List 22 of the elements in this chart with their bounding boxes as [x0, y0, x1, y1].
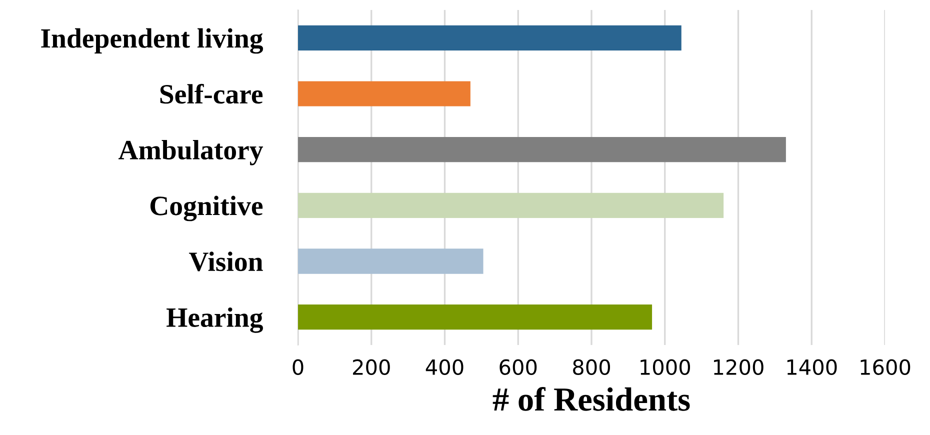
bar: [298, 25, 682, 50]
y-tick-label: Vision: [188, 252, 263, 272]
y-tick-label: Independent living: [41, 28, 264, 54]
x-tick-label: 800: [573, 359, 610, 376]
bar: [298, 192, 724, 218]
x-tick-label: 1600: [860, 359, 910, 376]
y-tick-label: Ambulatory: [118, 140, 264, 166]
x-tick-label: 400: [426, 359, 464, 376]
y-tick-label: Cognitive: [150, 196, 263, 222]
y-tick-label: Self-care: [160, 84, 263, 104]
x-tick-label: 200: [353, 359, 390, 376]
x-tick-label: 1400: [787, 359, 837, 376]
bar: [298, 304, 652, 330]
y-tick-label: Hearing: [166, 307, 264, 333]
bar: [298, 81, 470, 106]
x-tick-label: 0: [292, 359, 304, 376]
x-tick-label: 600: [500, 359, 537, 376]
bar: [298, 248, 484, 274]
x-axis-title: # of Residents: [492, 387, 690, 411]
bar: [298, 137, 786, 162]
x-tick-label: 1200: [714, 359, 764, 376]
x-tick-label: 1000: [640, 359, 690, 376]
